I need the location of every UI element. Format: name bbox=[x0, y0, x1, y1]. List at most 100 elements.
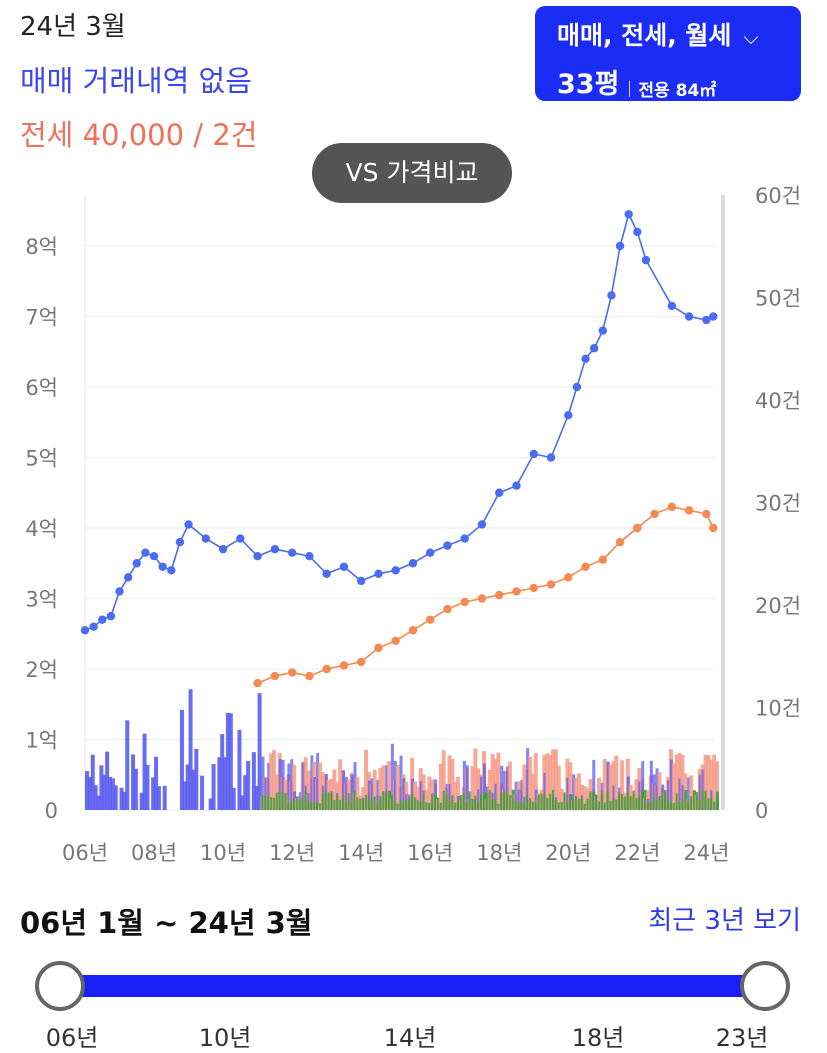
volume-bar bbox=[494, 799, 498, 810]
volume-bar bbox=[99, 765, 104, 810]
x-tick-label: 24년 bbox=[683, 841, 729, 865]
volume-bar bbox=[228, 713, 233, 810]
volume-bar bbox=[318, 762, 323, 810]
jeonse-price-point bbox=[408, 626, 418, 635]
sale-price-point bbox=[356, 576, 366, 586]
volume-bar bbox=[477, 802, 481, 810]
volume-bar bbox=[713, 801, 717, 810]
volume-bar bbox=[338, 759, 343, 810]
sale-price-point bbox=[624, 210, 633, 219]
volume-bar bbox=[506, 766, 509, 810]
volume-bar bbox=[321, 793, 325, 810]
volume-bar bbox=[672, 802, 676, 810]
volume-bar bbox=[261, 795, 265, 810]
y-right-tick-label: 0 bbox=[755, 799, 768, 823]
volume-bar bbox=[390, 743, 394, 810]
volume-bar bbox=[267, 762, 271, 810]
sale-price-point bbox=[167, 566, 176, 575]
volume-bar bbox=[376, 803, 380, 810]
volume-bar bbox=[355, 776, 360, 810]
volume-bar bbox=[367, 780, 371, 810]
sale-price-point bbox=[149, 552, 159, 561]
volume-bar bbox=[290, 801, 294, 810]
volume-bar bbox=[257, 693, 262, 810]
volume-bar bbox=[684, 789, 688, 810]
deal-type-filter-button[interactable]: 매매, 전세, 월세 ⌵ 33평 전용 84㎡ bbox=[535, 6, 801, 101]
jeonse-price-point bbox=[356, 657, 366, 667]
sale-price-point bbox=[141, 548, 150, 557]
jeonse-price-point bbox=[615, 537, 625, 547]
volume-bar bbox=[537, 794, 541, 810]
jeonse-price-point bbox=[529, 583, 538, 593]
volume-bar bbox=[669, 759, 673, 810]
jeonse-price-point bbox=[581, 562, 590, 571]
sale-price-point bbox=[460, 534, 469, 543]
divider bbox=[629, 80, 631, 97]
volume-bar bbox=[580, 798, 584, 810]
volume-bar bbox=[142, 733, 147, 810]
volume-bar bbox=[399, 755, 403, 810]
recent-3-years-link[interactable]: 최근 3년 보기 bbox=[648, 906, 801, 936]
volume-bar bbox=[303, 757, 308, 810]
sale-price-point bbox=[589, 344, 599, 353]
volume-bar bbox=[281, 759, 285, 810]
jeonse-price-point bbox=[702, 509, 711, 519]
volume-bar bbox=[413, 797, 417, 810]
volume-bar bbox=[661, 794, 665, 810]
volume-bar bbox=[342, 795, 346, 810]
range-end-handle[interactable] bbox=[740, 961, 790, 1011]
sale-price-point bbox=[236, 534, 245, 543]
y-left-tick-label: 7억 bbox=[25, 306, 58, 330]
volume-bar bbox=[191, 769, 196, 810]
volume-bar bbox=[716, 791, 719, 810]
price-compare-button[interactable]: VS 가격비교 bbox=[312, 143, 512, 203]
volume-bar bbox=[364, 749, 369, 810]
sale-price-point bbox=[89, 622, 98, 631]
volume-bar bbox=[342, 770, 346, 810]
volume-bar bbox=[327, 792, 331, 810]
volume-bar bbox=[707, 798, 711, 810]
volume-bar bbox=[577, 798, 581, 810]
slider-tick-label: 10년 bbox=[198, 1024, 252, 1052]
sale-price-point bbox=[581, 354, 590, 363]
volume-bar bbox=[496, 752, 501, 810]
sale-status: 매매 거래내역 없음 bbox=[20, 64, 252, 98]
volume-bar bbox=[316, 802, 320, 810]
volume-bar bbox=[621, 793, 625, 810]
volume-bar bbox=[362, 798, 366, 810]
volume-bar bbox=[635, 797, 639, 810]
volume-bar bbox=[589, 791, 593, 810]
volume-bar bbox=[583, 803, 587, 810]
jeonse-price-point bbox=[339, 661, 349, 670]
volume-bar bbox=[434, 795, 438, 810]
volume-bar bbox=[381, 765, 386, 810]
volume-bar bbox=[595, 794, 599, 810]
volume-bar bbox=[551, 749, 556, 810]
volume-bar bbox=[339, 799, 343, 810]
y-right-tick-label: 50건 bbox=[755, 287, 801, 311]
volume-bar bbox=[474, 795, 478, 810]
y-right-tick-label: 60건 bbox=[755, 184, 801, 208]
sale-price-point bbox=[443, 541, 452, 550]
volume-bar bbox=[272, 797, 276, 810]
volume-bar bbox=[246, 760, 251, 810]
volume-bar bbox=[385, 791, 389, 810]
volume-bar bbox=[373, 796, 377, 810]
volume-bar bbox=[402, 778, 406, 810]
sale-price-point bbox=[270, 544, 280, 554]
volume-bar bbox=[503, 770, 507, 810]
range-slider-track[interactable] bbox=[60, 975, 765, 997]
volume-bar bbox=[692, 790, 696, 810]
jeonse-price-point bbox=[443, 604, 452, 614]
jeonse-price-point bbox=[322, 664, 331, 674]
volume-bar bbox=[517, 801, 521, 810]
volume-bar bbox=[468, 791, 472, 810]
volume-bar bbox=[133, 768, 138, 810]
volume-bar bbox=[470, 766, 475, 810]
volume-bar bbox=[522, 764, 527, 810]
volume-bar bbox=[211, 763, 216, 810]
volume-bar bbox=[706, 755, 711, 810]
volume-bar bbox=[582, 785, 587, 810]
volume-bar bbox=[275, 792, 279, 810]
range-start-handle[interactable] bbox=[35, 961, 85, 1011]
